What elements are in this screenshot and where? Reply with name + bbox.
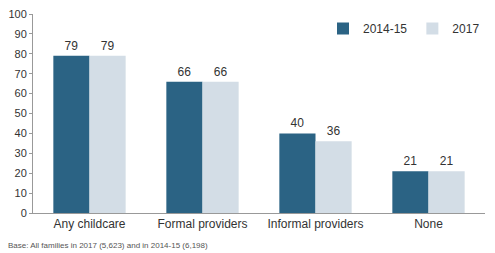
svg-text:30: 30 [15,147,27,159]
svg-text:80: 80 [15,48,27,60]
svg-text:21: 21 [440,154,454,168]
svg-text:40: 40 [291,116,305,130]
svg-text:66: 66 [214,65,228,79]
svg-text:Formal providers: Formal providers [157,217,247,231]
svg-text:21: 21 [404,154,418,168]
svg-text:36: 36 [327,124,341,138]
svg-text:79: 79 [101,39,115,53]
svg-text:0: 0 [21,207,27,219]
svg-text:None: None [414,217,443,231]
svg-text:79: 79 [65,39,79,53]
svg-text:90: 90 [15,28,27,40]
svg-text:Informal providers: Informal providers [267,217,363,231]
svg-text:50: 50 [15,107,27,119]
svg-text:Any childcare: Any childcare [53,217,125,231]
svg-text:Base: All families in 2017 (5,: Base: All families in 2017 (5,623) and i… [8,241,208,250]
svg-text:100: 100 [8,8,26,20]
svg-text:2017: 2017 [452,22,479,36]
svg-text:60: 60 [15,87,27,99]
svg-text:66: 66 [178,65,192,79]
svg-text:2014-15: 2014-15 [363,22,407,36]
svg-text:20: 20 [15,167,27,179]
svg-text:70: 70 [15,68,27,80]
svg-text:40: 40 [15,127,27,139]
svg-text:10: 10 [15,187,27,199]
